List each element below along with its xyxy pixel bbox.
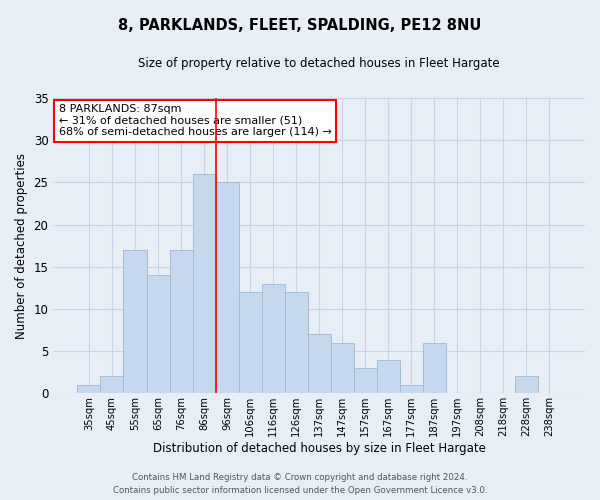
Text: 8 PARKLANDS: 87sqm
← 31% of detached houses are smaller (51)
68% of semi-detache: 8 PARKLANDS: 87sqm ← 31% of detached hou… xyxy=(59,104,331,137)
X-axis label: Distribution of detached houses by size in Fleet Hargate: Distribution of detached houses by size … xyxy=(153,442,485,455)
Y-axis label: Number of detached properties: Number of detached properties xyxy=(15,152,28,338)
Bar xyxy=(423,342,446,394)
Bar xyxy=(193,174,215,394)
Bar xyxy=(170,250,193,394)
Bar xyxy=(77,385,100,394)
Bar xyxy=(515,376,538,394)
Bar xyxy=(284,292,308,394)
Bar xyxy=(124,250,146,394)
Bar xyxy=(239,292,262,394)
Bar xyxy=(331,342,353,394)
Bar xyxy=(215,182,239,394)
Title: Size of property relative to detached houses in Fleet Hargate: Size of property relative to detached ho… xyxy=(139,58,500,70)
Bar xyxy=(400,385,423,394)
Text: 8, PARKLANDS, FLEET, SPALDING, PE12 8NU: 8, PARKLANDS, FLEET, SPALDING, PE12 8NU xyxy=(118,18,482,32)
Bar xyxy=(100,376,124,394)
Bar xyxy=(262,284,284,394)
Bar xyxy=(146,275,170,394)
Text: Contains HM Land Registry data © Crown copyright and database right 2024.
Contai: Contains HM Land Registry data © Crown c… xyxy=(113,474,487,495)
Bar xyxy=(308,334,331,394)
Bar xyxy=(353,368,377,394)
Bar xyxy=(377,360,400,394)
